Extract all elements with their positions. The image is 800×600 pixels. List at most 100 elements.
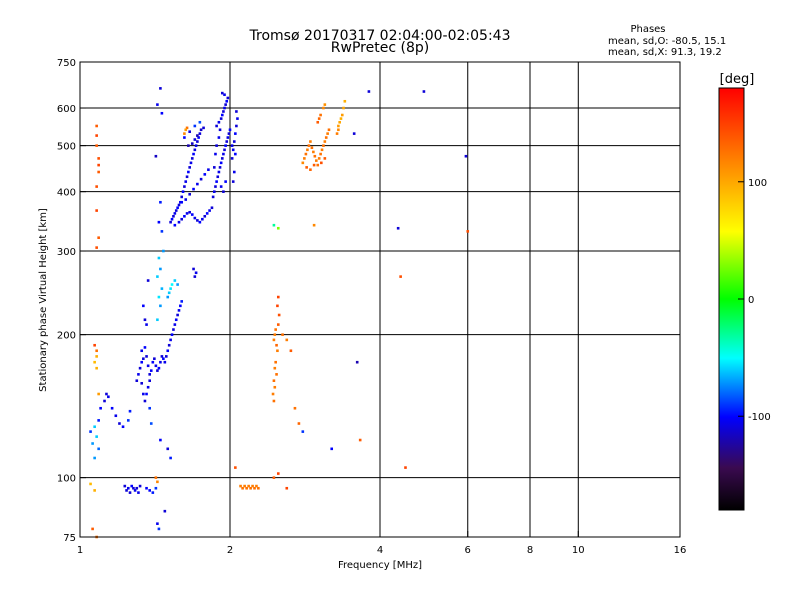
- echo-point: [293, 406, 297, 410]
- echo-point: [235, 124, 238, 128]
- echo-point: [212, 190, 216, 193]
- echo-point: [148, 406, 152, 410]
- echo-point: [194, 144, 198, 147]
- echo-point: [320, 148, 324, 152]
- echo-point: [340, 113, 344, 117]
- echo-point: [276, 226, 280, 230]
- echo-point: [89, 430, 92, 433]
- echo-point: [198, 220, 202, 224]
- echo-point: [337, 128, 340, 132]
- echo-point: [95, 349, 98, 353]
- echo-point: [319, 113, 322, 117]
- echo-point: [234, 152, 237, 156]
- echo-point: [95, 209, 98, 212]
- echo-point: [143, 318, 147, 322]
- echo-point: [91, 527, 94, 531]
- echo-point: [174, 318, 178, 322]
- echo-point: [138, 484, 142, 488]
- echo-point: [422, 90, 426, 93]
- echo-point: [151, 360, 155, 364]
- echo-point: [140, 349, 144, 353]
- echo-point: [324, 136, 328, 139]
- echo-point: [215, 144, 218, 147]
- echo-point: [138, 366, 142, 370]
- echo-point: [179, 304, 182, 308]
- echo-point: [236, 117, 239, 120]
- echo-point: [89, 482, 92, 486]
- echo-point: [214, 152, 217, 156]
- echo-point: [137, 491, 140, 494]
- echo-point: [169, 287, 172, 290]
- echo-point: [285, 338, 289, 342]
- echo-point: [215, 180, 218, 183]
- echo-point: [167, 343, 171, 347]
- echo-point: [114, 414, 118, 418]
- echo-point: [225, 99, 229, 103]
- echo-point: [276, 295, 280, 299]
- y-axis-label: Stationary phase Virtual Height [km]: [38, 208, 49, 392]
- colorbar-tick-label: -100: [748, 412, 771, 423]
- echo-point: [185, 126, 189, 130]
- echo-point: [187, 144, 190, 147]
- echo-point: [227, 132, 231, 135]
- echo-point: [188, 166, 191, 169]
- echo-point: [230, 144, 234, 147]
- echo-point: [276, 349, 279, 353]
- echo-point: [183, 132, 186, 135]
- stats-o-mode: mean, sd,O: -80.5, 15.1: [608, 36, 726, 47]
- x-axis-label: Frequency [MHz]: [338, 560, 422, 571]
- echo-point: [215, 124, 218, 128]
- echo-point: [234, 466, 237, 469]
- echo-point: [323, 140, 327, 143]
- echo-point: [156, 369, 159, 372]
- echo-point: [305, 166, 308, 169]
- echo-point: [154, 364, 158, 368]
- echo-point: [214, 185, 217, 188]
- echo-point: [176, 206, 179, 210]
- echo-point: [143, 346, 147, 349]
- echo-point: [97, 170, 100, 174]
- echo-point: [177, 309, 181, 312]
- echo-point: [151, 491, 155, 494]
- echo-point: [234, 132, 237, 135]
- echo-point: [330, 447, 334, 451]
- echo-point: [210, 206, 214, 210]
- echo-point: [312, 163, 316, 167]
- echo-point: [145, 323, 148, 326]
- echo-point: [95, 185, 98, 188]
- echo-point: [317, 157, 321, 160]
- echo-point: [172, 328, 175, 331]
- echo-point: [281, 333, 284, 336]
- stats-block: Phases mean, sd,O: -80.5, 15.1 mean, sd,…: [608, 24, 726, 58]
- echo-point: [273, 366, 277, 370]
- echo-point: [97, 419, 100, 422]
- echo-point: [226, 136, 230, 139]
- echo-point: [148, 373, 152, 376]
- echo-point: [312, 223, 316, 227]
- echo-point: [196, 134, 199, 137]
- echo-point: [177, 220, 181, 224]
- echo-point: [167, 291, 171, 295]
- echo-point: [404, 466, 407, 469]
- echo-point: [196, 140, 199, 143]
- echo-point: [274, 328, 277, 331]
- echo-point: [314, 159, 318, 162]
- echo-point: [95, 355, 98, 358]
- echo-point: [162, 357, 165, 361]
- echo-point: [159, 87, 162, 90]
- x-tick-label: 4: [377, 545, 383, 556]
- echo-point: [217, 120, 221, 124]
- echo-point: [355, 360, 359, 364]
- chart-title: Tromsø 20170317 02:04:00-02:05:43: [249, 28, 511, 44]
- echo-point: [154, 476, 158, 479]
- echo-point: [149, 422, 153, 425]
- echo-point: [159, 267, 162, 271]
- echo-point: [142, 304, 145, 308]
- echo-point: [142, 392, 145, 396]
- echo-point: [243, 484, 246, 488]
- echo-point: [123, 484, 127, 488]
- echo-point: [173, 223, 177, 227]
- echo-point: [162, 249, 165, 253]
- x-tick-label: 2: [227, 545, 233, 556]
- echo-point: [205, 212, 209, 215]
